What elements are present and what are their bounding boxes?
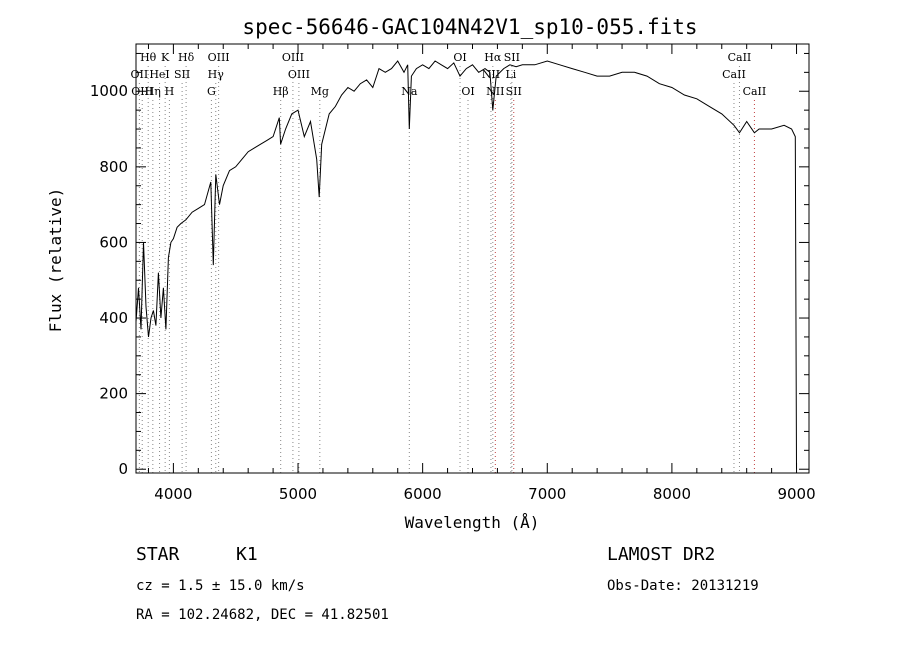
line-marker-label: G	[207, 85, 216, 98]
x-axis-label: Wavelength (Å)	[405, 513, 540, 532]
y-tick-label: 800	[99, 158, 128, 176]
line-marker-label: Mg	[311, 85, 329, 98]
line-marker-label: CaII	[728, 51, 752, 64]
y-tick-label: 600	[99, 233, 128, 251]
y-tick-label: 1000	[90, 82, 128, 100]
line-marker-label: Na	[401, 85, 418, 98]
line-marker-label: OII	[131, 68, 149, 81]
spectrum-line	[135, 60, 797, 470]
x-tick-label: 4000	[154, 485, 192, 503]
line-marker-label: Hθ	[140, 51, 157, 64]
line-marker-label: OIII	[208, 51, 230, 64]
line-marker-label: SII	[174, 68, 190, 81]
redshift-cz: cz = 1.5 ± 15.0 km/s	[136, 578, 305, 594]
chart-title: spec-56646-GAC104N42V1_sp10-055.fits	[242, 15, 697, 39]
spectral-subclass: K1	[236, 544, 258, 565]
line-marker-label: HeI	[149, 68, 169, 81]
x-tick-label: 5000	[279, 485, 317, 503]
object-class: STAR	[136, 544, 180, 565]
y-tick-label: 400	[99, 309, 128, 327]
y-axis-label: Flux (relative)	[46, 188, 65, 333]
line-marker-label: Hδ	[178, 51, 195, 64]
line-marker-label: SII	[506, 85, 522, 98]
line-marker-label: SII	[504, 51, 520, 64]
plot-frame	[135, 43, 810, 474]
x-tick-label: 8000	[653, 485, 691, 503]
observation-date: Obs-Date: 20131219	[607, 578, 759, 594]
line-marker-label: OI	[461, 85, 474, 98]
line-marker-label: OIII	[288, 68, 310, 81]
line-marker-label: NII	[482, 68, 500, 81]
line-marker-label: Li	[505, 68, 516, 81]
y-axis: 0 200 400 600 800 1000	[90, 52, 809, 478]
line-marker-label: Hγ	[208, 68, 225, 81]
line-marker-label: K	[161, 51, 170, 64]
line-marker-label: Hα	[484, 51, 502, 64]
line-marker-label: H	[165, 85, 175, 98]
x-axis: 4000 5000 6000 7000 8000 9000	[147, 44, 816, 503]
line-marker-label: Hβ	[273, 85, 289, 98]
line-marker-label: CaII	[743, 85, 767, 98]
x-tick-label: 7000	[528, 485, 566, 503]
line-marker-label: OIII	[282, 51, 304, 64]
emission-line-markers	[138, 66, 755, 473]
x-tick-label: 9000	[777, 485, 815, 503]
survey-name: LAMOST DR2	[607, 544, 715, 565]
y-tick-label: 0	[118, 460, 128, 478]
y-tick-label: 200	[99, 385, 128, 403]
coordinates: RA = 102.24682, DEC = 41.82501	[136, 607, 389, 623]
line-marker-label: Hη	[145, 85, 161, 98]
line-marker-label: CaII	[722, 68, 746, 81]
x-tick-label: 6000	[404, 485, 442, 503]
line-marker-label: OI	[453, 51, 466, 64]
